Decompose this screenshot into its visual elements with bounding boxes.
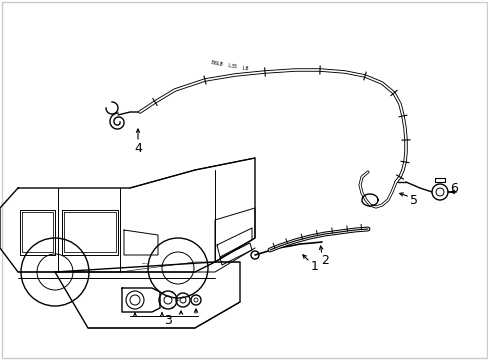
Text: 6: 6	[449, 181, 457, 194]
Text: 5: 5	[409, 194, 417, 207]
Text: 3: 3	[164, 314, 172, 327]
Text: 2: 2	[321, 253, 328, 266]
Text: B6LB  L35  LB: B6LB L35 LB	[211, 60, 248, 71]
Text: 4: 4	[134, 141, 142, 154]
Text: ___: ___	[141, 259, 149, 264]
Text: 1: 1	[310, 261, 318, 274]
